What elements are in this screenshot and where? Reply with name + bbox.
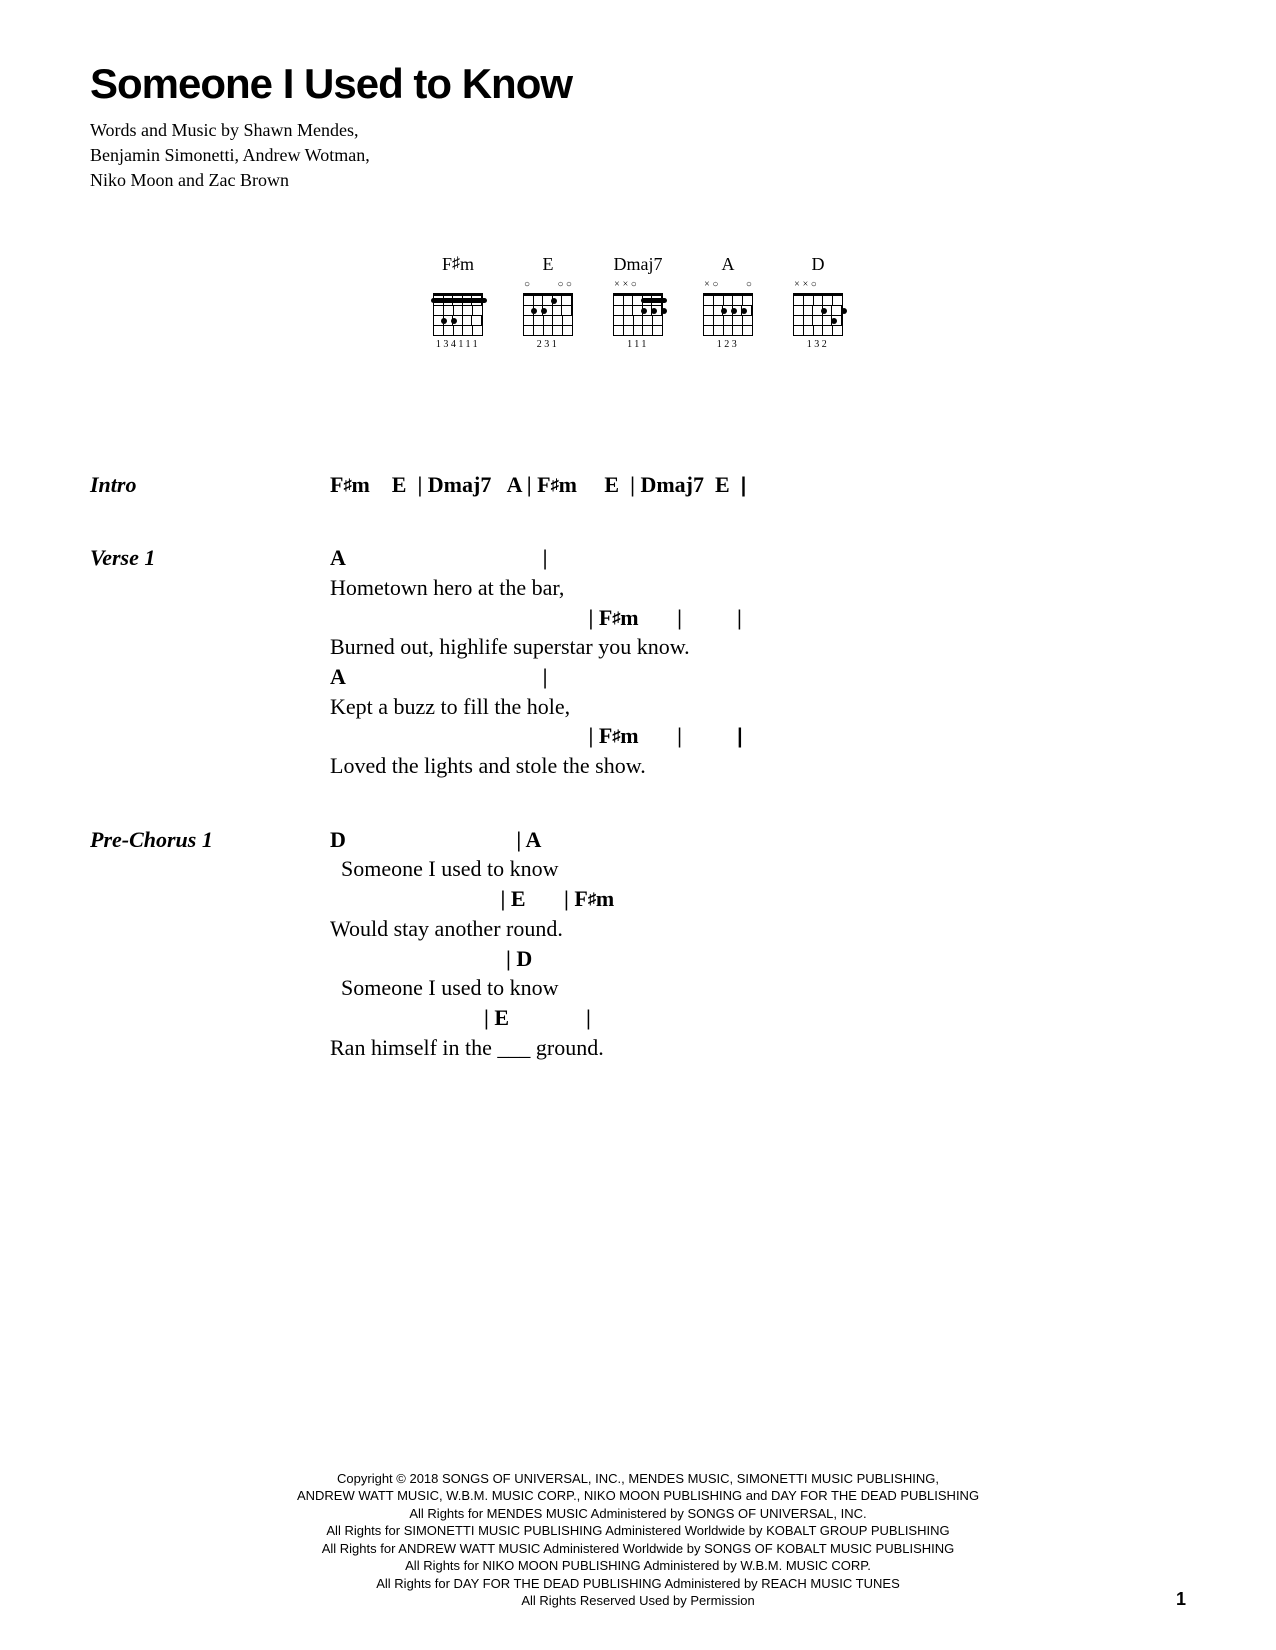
lyric-line: Someone I used to know bbox=[330, 854, 1186, 884]
song-title: Someone I Used to Know bbox=[90, 60, 1186, 108]
lyric-line: Hometown hero at the bar, bbox=[330, 573, 1186, 603]
credits-line: Niko Moon and Zac Brown bbox=[90, 168, 1186, 193]
fretboard bbox=[703, 293, 753, 336]
chord-line: | D bbox=[330, 944, 1186, 974]
fretboard bbox=[523, 293, 573, 336]
chord-name: A bbox=[703, 254, 753, 276]
chord-diagram: A ×○ ○ 123 bbox=[703, 254, 753, 350]
chord-name: F♯m bbox=[433, 254, 483, 276]
chord-line: | F♯m | || bbox=[330, 721, 1186, 751]
copyright-line: All Rights for ANDREW WATT MUSIC Adminis… bbox=[0, 1540, 1276, 1558]
copyright-line: All Rights for DAY FOR THE DEAD PUBLISHI… bbox=[0, 1575, 1276, 1593]
chord-diagrams-row: F♯m 134111 E ○ ○○ 231 Dmaj7 ××○ 111 A ×○ ○ 12… bbox=[90, 254, 1186, 350]
lyric-line: Ran himself in the ___ ground. bbox=[330, 1033, 1186, 1063]
chord-line: A | bbox=[330, 662, 1186, 692]
chord-diagram: Dmaj7 ××○ 111 bbox=[613, 254, 663, 350]
chord-line: | F♯m | | bbox=[330, 603, 1186, 633]
section-label: Pre-Chorus 1 bbox=[90, 825, 330, 1063]
fingering: 231 bbox=[523, 339, 573, 350]
lyric-line: Burned out, highlife superstar you know. bbox=[330, 632, 1186, 662]
credits-line: Benjamin Simonetti, Andrew Wotman, bbox=[90, 143, 1186, 168]
lyric-line: Would stay another round. bbox=[330, 914, 1186, 944]
chord-name: D bbox=[793, 254, 843, 276]
chord-line: D | A bbox=[330, 825, 1186, 855]
open-string-row: ×○ ○ bbox=[703, 280, 753, 292]
open-string-row: ××○ bbox=[613, 280, 663, 292]
chord-line: | E | bbox=[330, 1003, 1186, 1033]
chord-line: F♯m E | Dmaj7 A | F♯m E | Dmaj7 E || bbox=[330, 470, 1186, 500]
lyric-line: Kept a buzz to fill the hole, bbox=[330, 692, 1186, 722]
section: IntroF♯m E | Dmaj7 A | F♯m E | Dmaj7 E |… bbox=[90, 470, 1186, 500]
section-body: F♯m E | Dmaj7 A | F♯m E | Dmaj7 E || bbox=[330, 470, 1186, 500]
fingering: 134111 bbox=[433, 339, 483, 350]
chord-name: E bbox=[523, 254, 573, 276]
section: Pre-Chorus 1D | A Someone I used to know… bbox=[90, 825, 1186, 1063]
copyright-line: All Rights Reserved Used by Permission bbox=[0, 1592, 1276, 1610]
section-body: D | A Someone I used to know | E | F♯mWo… bbox=[330, 825, 1186, 1063]
copyright-line: ANDREW WATT MUSIC, W.B.M. MUSIC CORP., N… bbox=[0, 1487, 1276, 1505]
chord-diagram: E ○ ○○ 231 bbox=[523, 254, 573, 350]
section-label: Verse 1 bbox=[90, 543, 330, 781]
copyright-line: All Rights for NIKO MOON PUBLISHING Admi… bbox=[0, 1557, 1276, 1575]
credits-line: Words and Music by Shawn Mendes, bbox=[90, 118, 1186, 143]
fingering: 123 bbox=[703, 339, 753, 350]
section-body: A |Hometown hero at the bar, | F♯m | |Bu… bbox=[330, 543, 1186, 781]
fretboard bbox=[793, 293, 843, 336]
song-sections: IntroF♯m E | Dmaj7 A | F♯m E | Dmaj7 E |… bbox=[90, 470, 1186, 1063]
copyright-line: All Rights for SIMONETTI MUSIC PUBLISHIN… bbox=[0, 1522, 1276, 1540]
open-string-row bbox=[433, 280, 483, 292]
chord-diagram: D ××○ 132 bbox=[793, 254, 843, 350]
lyric-line: Loved the lights and stole the show. bbox=[330, 751, 1186, 781]
fretboard bbox=[433, 293, 483, 336]
credits: Words and Music by Shawn Mendes, Benjami… bbox=[90, 118, 1186, 194]
copyright-line: Copyright © 2018 SONGS OF UNIVERSAL, INC… bbox=[0, 1470, 1276, 1488]
page-number: 1 bbox=[1176, 1589, 1186, 1610]
section-label: Intro bbox=[90, 470, 330, 500]
fretboard bbox=[613, 293, 663, 336]
fingering: 132 bbox=[793, 339, 843, 350]
lyric-line: Someone I used to know bbox=[330, 973, 1186, 1003]
section: Verse 1A |Hometown hero at the bar, | F♯… bbox=[90, 543, 1186, 781]
open-string-row: ××○ bbox=[793, 280, 843, 292]
chord-name: Dmaj7 bbox=[613, 254, 663, 276]
chord-line: | E | F♯m bbox=[330, 884, 1186, 914]
copyright-block: Copyright © 2018 SONGS OF UNIVERSAL, INC… bbox=[0, 1470, 1276, 1610]
chord-diagram: F♯m 134111 bbox=[433, 254, 483, 350]
chord-line: A | bbox=[330, 543, 1186, 573]
copyright-line: All Rights for MENDES MUSIC Administered… bbox=[0, 1505, 1276, 1523]
open-string-row: ○ ○○ bbox=[523, 280, 573, 292]
fingering: 111 bbox=[613, 339, 663, 350]
